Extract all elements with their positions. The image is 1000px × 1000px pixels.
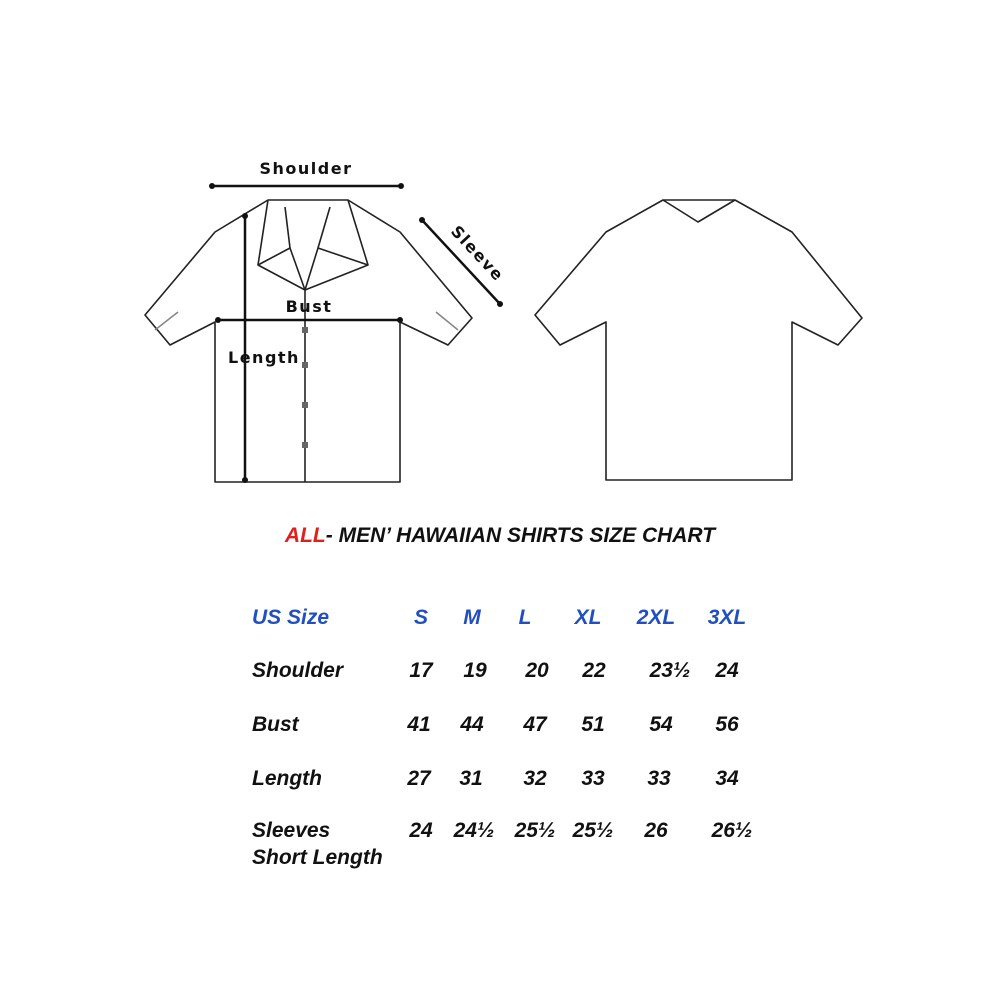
sleeve-line xyxy=(421,219,501,305)
table-cell: 56 xyxy=(715,713,739,736)
table-cell: 17 xyxy=(409,659,433,682)
size-header-xl: XL xyxy=(574,606,602,629)
table-cell: 25½ xyxy=(572,819,614,842)
page-title: ALL- MEN’ HAWAIIAN SHIRTS SIZE CHART xyxy=(0,524,1000,548)
shoulder-label: Shoulder xyxy=(260,159,353,178)
table-cell: 24 xyxy=(409,819,433,842)
table-cell: 24 xyxy=(715,659,739,682)
row-label-shoulder: Shoulder xyxy=(252,659,344,682)
shirt-diagram: Shoulder Sleeve Bust Length xyxy=(144,159,863,483)
size-header-3xl: 3XL xyxy=(707,606,747,629)
table-cell: 23½ xyxy=(649,659,691,682)
table-cell: 24½ xyxy=(453,819,495,842)
table-cell: 33 xyxy=(581,767,605,790)
size-header-m: M xyxy=(463,606,481,629)
table-cell: 32 xyxy=(523,767,547,790)
length-label: Length xyxy=(228,348,300,367)
table-cell: 54 xyxy=(649,713,673,736)
row-label-sleeves: Sleeves Short Length xyxy=(252,819,383,869)
title-text: - MEN’ HAWAIIAN SHIRTS SIZE CHART xyxy=(325,524,716,547)
table-cell: 41 xyxy=(407,713,431,736)
table-cell: 47 xyxy=(523,713,547,736)
size-header-l: L xyxy=(518,606,532,629)
row-label-length: Length xyxy=(252,767,322,790)
front-shirt xyxy=(144,199,473,483)
buttons xyxy=(302,327,308,448)
size-header-s: S xyxy=(413,606,429,629)
table-cell: 31 xyxy=(459,767,483,790)
table-cell: 26 xyxy=(644,819,668,842)
sleeve-label: Sleeve xyxy=(447,222,508,285)
table-cell: 19 xyxy=(463,659,487,682)
table-cell: 20 xyxy=(525,659,549,682)
title-highlight: ALL xyxy=(284,524,326,547)
table-cell: 34 xyxy=(715,767,739,790)
size-header-2xl: 2XL xyxy=(636,606,676,629)
table-cell: 33 xyxy=(647,767,671,790)
table-cell: 51 xyxy=(581,713,605,736)
table-cell: 27 xyxy=(407,767,431,790)
table-cell: 26½ xyxy=(711,819,753,842)
table-cell: 25½ xyxy=(514,819,556,842)
measure-lines xyxy=(209,183,503,483)
back-shirt xyxy=(534,199,863,481)
table-cell: 44 xyxy=(460,713,484,736)
row-label-bust: Bust xyxy=(252,713,299,736)
bust-label: Bust xyxy=(286,297,333,316)
table-cell: 22 xyxy=(582,659,606,682)
header-label: US Size xyxy=(252,606,330,629)
